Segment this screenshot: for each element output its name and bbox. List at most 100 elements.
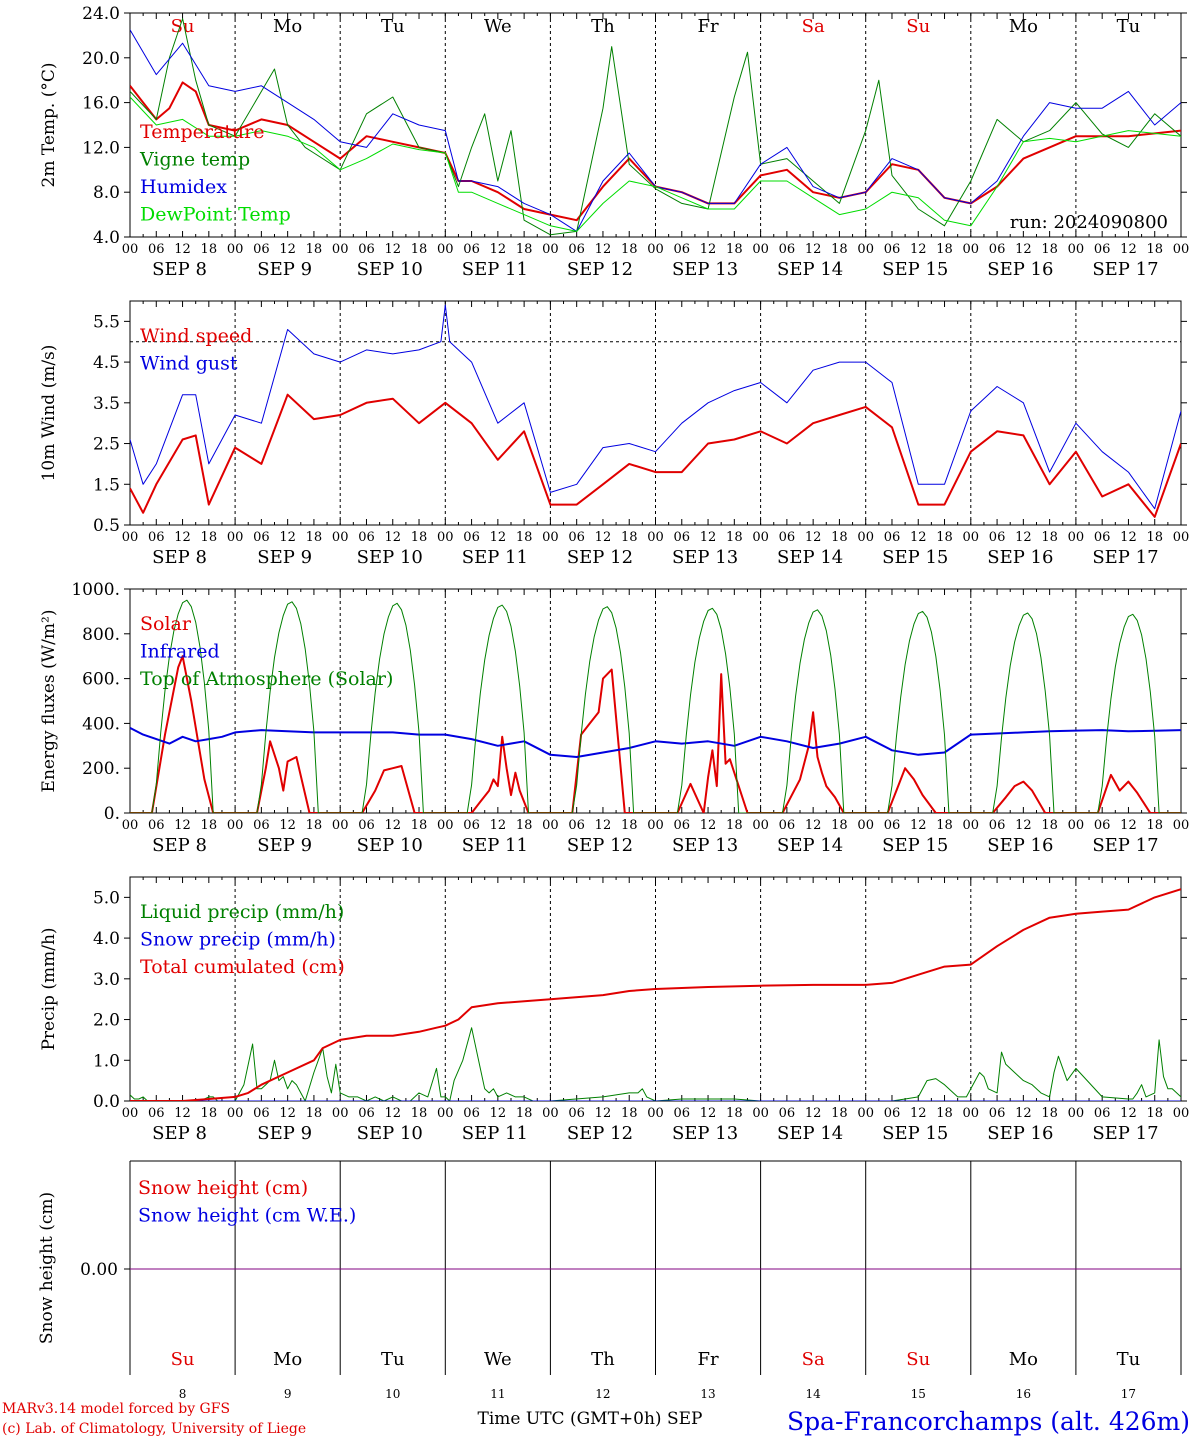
x-hour-label: 00 [963,530,980,545]
series-line-solar [130,655,1181,813]
x-date-label: SEP 10 [357,835,423,856]
x-hour-label: 06 [884,818,901,833]
x-hour-label: 12 [1120,1106,1137,1121]
x-hour-label: 00 [857,818,874,833]
x-hour-label: 00 [437,1106,454,1121]
x-date-label: SEP 17 [1092,547,1158,568]
x-hour-label: 00 [122,242,139,257]
day-name-label: Tu [1117,1349,1141,1370]
y-axis-label: Energy fluxes (W/m²) [39,610,59,793]
legend-entry: Temperature [140,121,264,143]
x-hour-label: 12 [490,530,507,545]
day-number-label: 15 [911,1387,926,1401]
x-hour-label: 00 [1068,1106,1085,1121]
day-name-label: Tu [381,16,405,37]
x-hour-label: 06 [989,242,1006,257]
day-name-label: Sa [802,16,825,37]
x-date-label: SEP 9 [257,1123,312,1144]
x-hour-label: 06 [779,1106,796,1121]
x-hour-label: 00 [332,1106,349,1121]
footer-lab-credit: (c) Lab. of Climatology, University of L… [2,1421,306,1437]
x-hour-label: 00 [752,1106,769,1121]
x-hour-label: 00 [1173,1106,1190,1121]
y-tick-label: 200. [82,759,120,779]
x-hour-label: 12 [490,242,507,257]
legend-entry: Snow height (cm) [138,1177,308,1199]
x-hour-label: 00 [1068,242,1085,257]
day-name-label: Mo [273,16,302,37]
x-hour-label: 00 [332,818,349,833]
x-hour-label: 12 [910,818,927,833]
x-hour-label: 06 [253,818,270,833]
x-hour-label: 06 [779,242,796,257]
x-hour-label: 06 [463,818,480,833]
x-hour-label: 12 [910,530,927,545]
run-annotation: run: 2024090800 [1010,212,1168,233]
legend-entry: Snow precip (mm/h) [140,929,336,951]
panel-5: 0.00 Su 8 Mo 9 Tu 10 We 11 Th 12 Fr 13 Sa 14 Su 15 Mo 16 Tu… [37,1160,1182,1401]
x-hour-label: 12 [279,818,296,833]
x-date-label: SEP 16 [987,1123,1053,1144]
series-line-wind-gust [130,304,1181,510]
series-line-dewpoint-temp [130,96,1181,232]
x-hour-label: 18 [306,818,323,833]
x-hour-label: 00 [857,530,874,545]
x-date-label: SEP 14 [777,259,843,280]
legend-entry: Total cumulated (cm) [140,956,345,978]
x-hour-label: 12 [384,1106,401,1121]
legend-entry: Liquid precip (mm/h) [140,901,344,923]
x-hour-label: 00 [1068,818,1085,833]
day-name-label: Su [171,16,195,37]
chart-panels: 00 06 12 18 SEP 8 00 06 12 18 SEP 9 00 06 12 18 SEP 10… [37,4,1189,1401]
panel-1: 00 06 12 18 SEP 8 00 06 12 18 SEP 9 00 06 12 18 SEP 10… [39,4,1189,280]
x-date-label: SEP 8 [152,1123,207,1144]
day-number-label: 16 [1016,1387,1031,1401]
x-hour-label: 18 [411,530,428,545]
x-hour-label: 18 [936,242,953,257]
legend-entry: Wind gust [140,353,238,375]
y-tick-label: 0. [104,804,120,824]
x-date-label: SEP 9 [257,259,312,280]
y-tick-label: 800. [82,625,120,645]
x-date-label: SEP 10 [357,1123,423,1144]
x-hour-label: 18 [726,818,743,833]
y-axis-label: 10m Wind (m/s) [39,345,59,482]
y-tick-label: 600. [82,670,120,690]
x-hour-label: 06 [989,818,1006,833]
x-hour-label: 00 [857,242,874,257]
x-hour-label: 18 [1041,818,1058,833]
x-hour-label: 06 [148,818,165,833]
series-group [130,304,1181,518]
x-date-label: SEP 13 [672,835,738,856]
x-hour-label: 00 [647,242,664,257]
x-hour-label: 00 [647,1106,664,1121]
x-hour-label: 00 [1173,818,1190,833]
day-name-label: We [484,16,512,37]
x-hour-label: 18 [516,242,533,257]
day-number-label: 9 [284,1387,292,1401]
x-hour-label: 18 [936,1106,953,1121]
x-date-label: SEP 11 [462,547,528,568]
x-hour-label: 18 [1041,530,1058,545]
x-hour-label: 00 [227,818,244,833]
x-hour-label: 18 [621,530,638,545]
x-hour-label: 18 [516,530,533,545]
x-hour-label: 00 [437,818,454,833]
x-date-label: SEP 8 [152,259,207,280]
x-hour-label: 06 [884,242,901,257]
x-hour-label: 12 [805,1106,822,1121]
x-hour-label: 00 [752,818,769,833]
y-tick-label: 24.0 [82,4,120,24]
x-hour-label: 06 [568,242,585,257]
x-hour-label: 18 [621,242,638,257]
x-hour-label: 12 [700,1106,717,1121]
y-tick-label: 4.0 [93,929,120,949]
x-hour-label: 00 [227,1106,244,1121]
x-hour-label: 18 [726,242,743,257]
day-name-label: Su [906,1349,930,1370]
x-hour-label: 00 [332,242,349,257]
x-date-label: SEP 9 [257,547,312,568]
x-date-label: SEP 14 [777,547,843,568]
x-date-label: SEP 13 [672,1123,738,1144]
